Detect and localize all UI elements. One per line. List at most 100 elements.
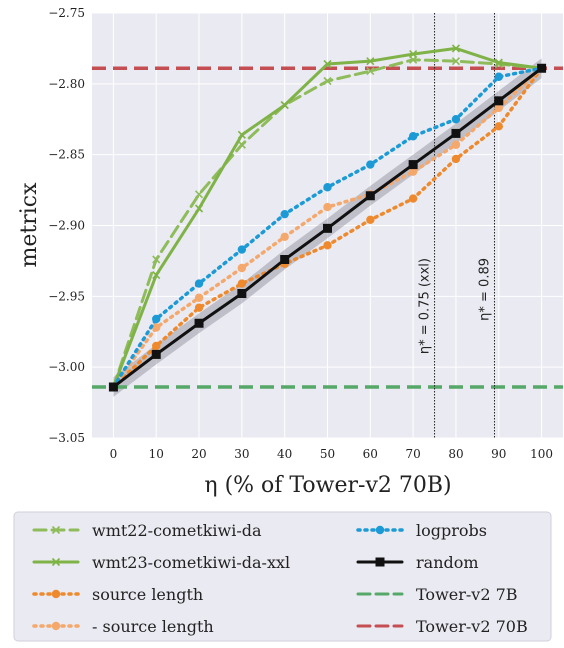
legend-label: random [416, 553, 479, 572]
x-tick-label: 40 [277, 447, 292, 461]
data-point [194, 318, 204, 328]
data-point-stroke [194, 204, 204, 213]
data-point [237, 245, 247, 254]
data-point [408, 132, 418, 141]
data-point [280, 209, 289, 219]
vertical-marker-label: η* = 0.75 (xxl) [418, 258, 433, 354]
data-point [194, 303, 204, 312]
vertical-marker-label: η* = 0.89 [477, 258, 492, 321]
data-point [237, 130, 246, 139]
legend-label: source length [92, 585, 203, 604]
data-point [323, 202, 332, 212]
data-point [237, 140, 246, 149]
data-point [152, 314, 161, 324]
data-point-stroke [451, 44, 461, 53]
data-point-stroke [451, 57, 461, 66]
data-point [194, 279, 204, 288]
legend-label: Tower-v2 70B [416, 617, 528, 636]
data-point [194, 190, 204, 199]
legend-swatch-marker-stroke [51, 525, 61, 535]
data-point [280, 232, 289, 242]
data-point [194, 293, 204, 302]
x-tick-label: 30 [234, 447, 249, 461]
data-point [366, 57, 375, 66]
data-point-stroke [280, 101, 289, 110]
data-point [237, 279, 247, 288]
x-tick-label: 100 [530, 447, 553, 461]
data-point-stroke [152, 255, 161, 264]
legend-swatch-marker [51, 621, 61, 631]
data-point [152, 323, 161, 332]
data-point-stroke [323, 59, 332, 69]
data-point [152, 271, 161, 280]
data-point [451, 154, 461, 164]
data-point [323, 59, 332, 69]
x-tick-label: 10 [149, 447, 164, 461]
data-point [494, 103, 503, 113]
data-point [366, 215, 375, 225]
data-point [408, 194, 418, 203]
data-point [152, 255, 161, 264]
data-point [323, 241, 332, 250]
data-point-stroke [323, 76, 332, 86]
data-point [494, 96, 504, 106]
data-point-stroke [366, 57, 375, 66]
data-point-stroke [409, 50, 418, 59]
x-tick-label: 0 [110, 447, 118, 461]
y-tick-label: −2.80 [48, 77, 85, 91]
data-point [365, 191, 375, 201]
data-point [366, 160, 375, 169]
data-point [237, 289, 247, 298]
data-point [537, 63, 547, 73]
legend-swatch-marker [375, 525, 385, 535]
x-tick-label: 70 [405, 447, 420, 461]
x-tick-label: 60 [363, 447, 378, 461]
data-point [451, 128, 461, 138]
legend-swatch-marker-stroke [51, 557, 61, 567]
data-point [408, 160, 418, 170]
y-tick-label: −2.90 [48, 219, 85, 233]
data-point-stroke [194, 190, 204, 199]
data-point [409, 50, 418, 59]
x-tick-labels: 0 10 20 30 40 50 60 70 80 90 100 [110, 447, 553, 461]
data-point [494, 58, 503, 67]
legend-swatch-marker [375, 557, 385, 567]
data-point-stroke [366, 67, 375, 76]
x-tick-label: 20 [191, 447, 206, 461]
data-point [194, 204, 204, 213]
data-point [280, 255, 290, 264]
data-point [366, 67, 375, 76]
legend-label: - source length [92, 617, 214, 636]
data-point-stroke [237, 130, 246, 139]
data-point [494, 122, 503, 131]
data-point [451, 57, 461, 66]
data-point [108, 382, 118, 392]
vertical-reference-lines: η* = 0.75 (xxl) η* = 0.89 [418, 13, 495, 438]
data-point [152, 341, 161, 351]
data-point-stroke [152, 271, 161, 280]
legend-label: wmt23-cometkiwi-da-xxl [92, 553, 290, 572]
data-point [151, 349, 161, 359]
data-point [237, 263, 247, 273]
x-tick-label: 50 [320, 447, 335, 461]
data-point [451, 140, 461, 149]
data-point [323, 223, 332, 233]
legend-label: Tower-v2 7B [416, 585, 518, 604]
y-tick-label: −2.75 [48, 6, 85, 20]
x-tick-label: 90 [491, 447, 506, 461]
legend-label: wmt22-cometkiwi-da [92, 521, 262, 540]
legend: wmt22-cometkiwi-da wmt23-cometkiwi-da-xxl… [32, 521, 528, 636]
data-point [451, 115, 461, 124]
y-axis-label: metricx [17, 182, 42, 268]
y-tick-label: −3.00 [48, 360, 85, 374]
legend-swatch-marker [51, 557, 61, 567]
data-point [323, 76, 332, 86]
y-tick-labels: −3.05 −3.00 −2.95 −2.90 −2.85 −2.80 −2.75 [48, 6, 85, 445]
data-point [323, 183, 332, 192]
data-point-stroke [494, 58, 503, 67]
horizontal-reference-lines [92, 66, 563, 389]
y-tick-label: −2.85 [48, 148, 85, 162]
data-point-stroke [237, 140, 246, 149]
